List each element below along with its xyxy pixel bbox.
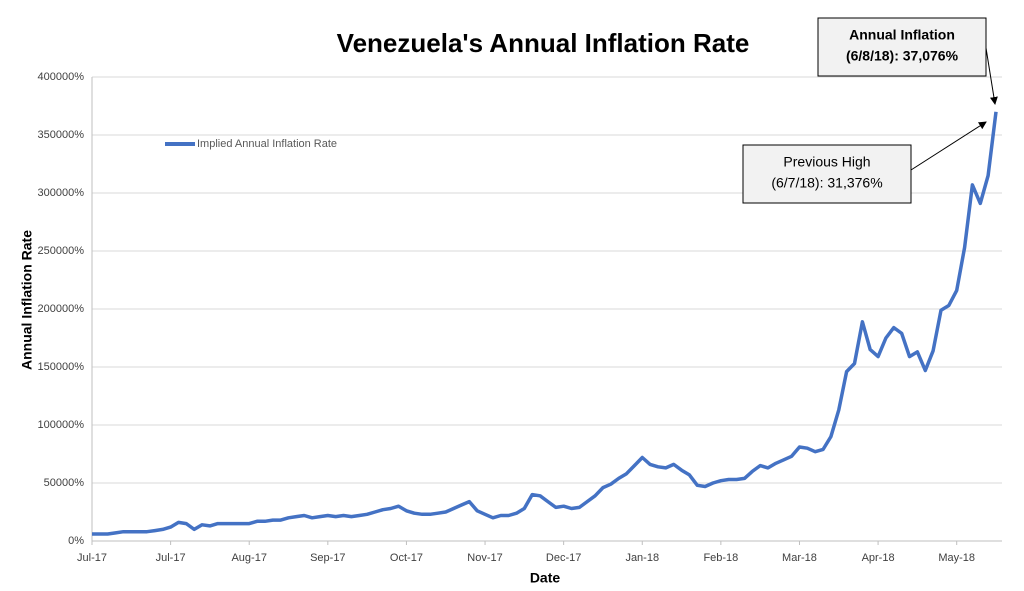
annotation-arrow [910,121,987,171]
data-line [92,111,998,536]
x-tick-label: Feb-18 [703,552,738,564]
legend-label: Implied Annual Inflation Rate [197,138,337,150]
x-tick-label: Dec-17 [546,552,581,564]
annotation-text: (6/8/18): 37,076% [846,48,959,64]
x-tick-label: Mar-18 [782,552,817,564]
y-tick-label: 0% [68,535,84,547]
annotation-box [742,144,912,204]
x-tick-label: Nov-17 [467,552,502,564]
chart-title: Venezuela's Annual Inflation Rate [337,28,750,58]
x-tick-label: Aug-17 [231,552,266,564]
x-axis-title: Date [530,570,561,586]
y-tick-label: 400000% [38,71,85,83]
y-axis-title: Annual Inflation Rate [19,230,35,370]
y-tick-label: 350000% [38,129,85,141]
x-tick-label: May-18 [938,552,975,564]
x-tick-label: Jan-18 [625,552,659,564]
annotation-text: Previous High [783,154,870,170]
y-tick-label: 50000% [44,477,85,489]
y-tick-label: 150000% [38,361,85,373]
y-tick-label: 100000% [38,419,85,431]
x-tick-label: Sep-17 [310,552,345,564]
annotation-box [817,17,987,77]
y-tick-label: 250000% [38,245,85,257]
x-tick-label: Jul-17 [156,552,186,564]
y-tick-label: 300000% [38,187,85,199]
annotation-arrow [985,47,998,105]
x-tick-label: Jul-17 [77,552,107,564]
annotation-text: (6/7/18): 31,376% [771,175,882,191]
x-tick-label: Apr-18 [862,552,895,564]
x-tick-label: Oct-17 [390,552,423,564]
y-tick-label: 200000% [38,303,85,315]
annotation-text: Annual Inflation [849,27,955,43]
